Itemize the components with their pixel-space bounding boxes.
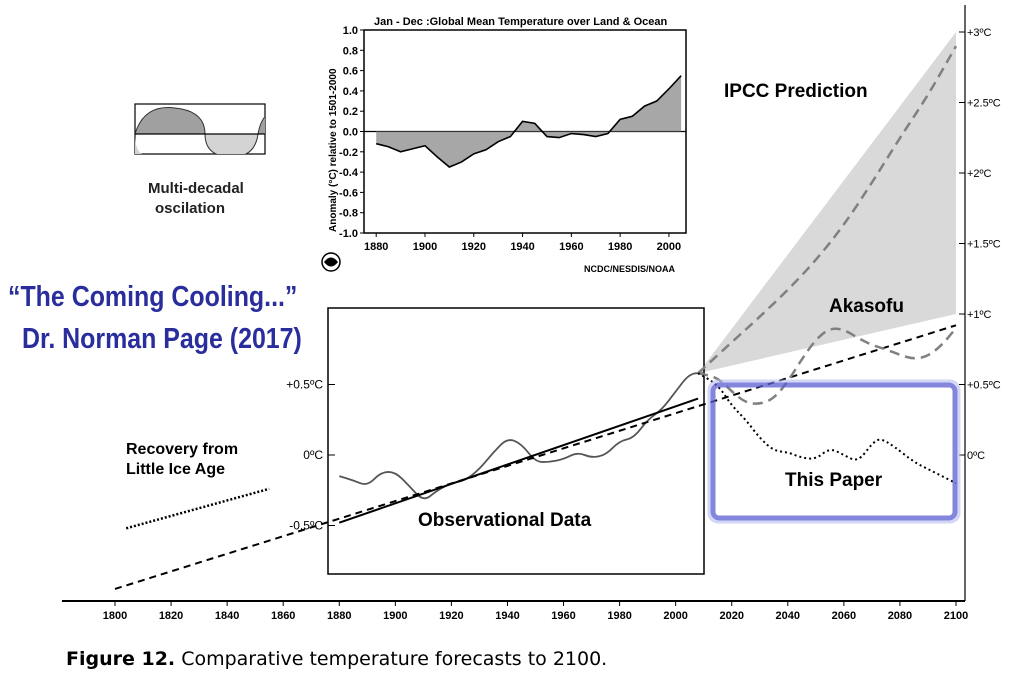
left-y-tick-label: 0ºC	[303, 448, 323, 462]
series-recovery	[114, 324, 957, 590]
right-y-axis-ticks: +3ºC +2.5ºC +2ºC +1.5ºC +1ºC +0.5ºC 0ºC	[959, 27, 1001, 462]
x-tick-label: 1900	[383, 610, 407, 622]
inset-plot	[364, 75, 686, 168]
inset-x-tick-label: 1900	[413, 241, 437, 253]
inset-ylabel: Anomaly (°C) relative to 1501-2000	[328, 68, 339, 232]
x-tick-label: 2000	[663, 610, 687, 622]
noaa-logo	[321, 252, 341, 272]
inset-y-tick-label: 0.4	[343, 86, 359, 98]
inset-y-tick-label: -0.6	[339, 187, 358, 199]
annotation-ipcc: IPCC Prediction	[724, 81, 868, 102]
inset-x-tick-label: 1880	[364, 241, 388, 253]
inset-y-tick-label: 0.0	[343, 127, 358, 139]
series-observational	[339, 372, 704, 500]
inset-anomaly-area	[376, 75, 682, 168]
ipcc-prediction-band	[698, 32, 956, 374]
headline-line-1: “The Coming Cooling...”	[8, 280, 297, 312]
inset-x-tick-label: 1940	[510, 241, 534, 253]
series-lines	[114, 45, 958, 590]
observational-data-frame	[327, 307, 705, 575]
inset-y-tick-label: 1.0	[343, 25, 358, 37]
x-tick-label: 2040	[776, 610, 800, 622]
oscillation-diagram	[134, 103, 266, 155]
right-y-tick-label: +2.5ºC	[967, 98, 1001, 110]
inset-y-tick-label: -0.2	[339, 147, 358, 159]
x-tick-label: 1820	[159, 610, 183, 622]
inset-axis-ticks: 1880 1900 1920 1940 1960 1980 2000 1.0 0.8 0.6 0.4…	[339, 25, 681, 253]
x-tick-label: 1980	[607, 610, 631, 622]
inset-x-tick-label: 1960	[559, 241, 583, 253]
x-tick-label: 1800	[103, 610, 127, 622]
inset-x-tick-label: 1980	[608, 241, 632, 253]
series-trend	[338, 397, 699, 524]
inset-y-tick-label: 0.8	[343, 45, 358, 57]
oscillation-label-2: oscilation	[155, 200, 225, 217]
figure-caption-label: Figure 12.	[66, 648, 176, 670]
x-tick-label: 2060	[832, 610, 856, 622]
headline-line-2: Dr. Norman Page (2017)	[22, 322, 302, 354]
series-akasofu	[697, 327, 958, 405]
inset-x-tick-label: 2000	[657, 241, 681, 253]
this-paper-highlight-box	[710, 382, 958, 521]
left-y-tick-label: +0.5ºC	[286, 378, 323, 392]
x-tick-label: 2020	[719, 610, 743, 622]
series-this-paper	[697, 372, 957, 485]
temperature-forecast-chart: 1800 1820 1840 1860 1880 1900 1920 1940 1960 1980…	[8, 5, 1001, 622]
x-tick-label: 1860	[271, 610, 295, 622]
inset-y-tick-label: -0.4	[339, 167, 359, 179]
inset-source: NCDC/NESDIS/NOAA	[584, 264, 676, 274]
inset-smoothed-line	[376, 75, 682, 168]
right-y-tick-label: 0ºC	[967, 450, 985, 462]
x-tick-label: 2080	[888, 610, 912, 622]
inset-y-tick-label: -1.0	[339, 228, 358, 240]
figure-caption-text: Comparative temperature forecasts to 210…	[181, 648, 608, 670]
x-tick-label: 1840	[215, 610, 239, 622]
left-y-axis-ticks: +0.5ºC 0ºC -0.5ºC	[286, 378, 335, 533]
right-y-tick-label: +3ºC	[967, 27, 992, 39]
this-paper-highlight-glow	[707, 379, 961, 524]
annotation-akasofu: Akasofu	[829, 296, 904, 317]
right-y-tick-label: +1.5ºC	[967, 239, 1001, 251]
oscillation-label-1: Multi-decadal	[148, 180, 244, 197]
right-y-tick-label: +2ºC	[967, 168, 992, 180]
right-y-tick-label: +0.5ºC	[967, 380, 1001, 392]
inset-y-tick-label: 0.6	[343, 66, 358, 78]
x-tick-label: 1940	[495, 610, 519, 622]
inset-y-tick-label: 0.2	[343, 106, 358, 118]
inset-y-tick-label: -0.8	[339, 208, 358, 220]
x-tick-label: 1880	[327, 610, 351, 622]
left-y-tick-label: -0.5ºC	[289, 519, 323, 533]
inset-x-tick-label: 1920	[462, 241, 486, 253]
annotation-recovery-2: Little Ice Age	[126, 461, 225, 478]
x-axis-ticks: 1800 1820 1840 1860 1880 1900 1920 1940 1960 1980…	[103, 601, 968, 622]
x-tick-label: 1920	[439, 610, 463, 622]
annotation-recovery-1: Recovery from	[126, 441, 238, 458]
annotation-this-paper: This Paper	[785, 470, 883, 491]
right-y-tick-label: +1ºC	[967, 309, 992, 321]
figure-caption: Figure 12. Comparative temperature forec…	[66, 648, 607, 670]
x-tick-label: 1960	[551, 610, 575, 622]
series-ipcc-central	[697, 45, 958, 375]
inset-title: Jan - Dec :Global Mean Temperature over …	[374, 16, 667, 28]
annotation-observational: Observational Data	[418, 510, 592, 531]
series-recovery-sample	[125, 487, 270, 530]
x-tick-label: 2100	[944, 610, 968, 622]
